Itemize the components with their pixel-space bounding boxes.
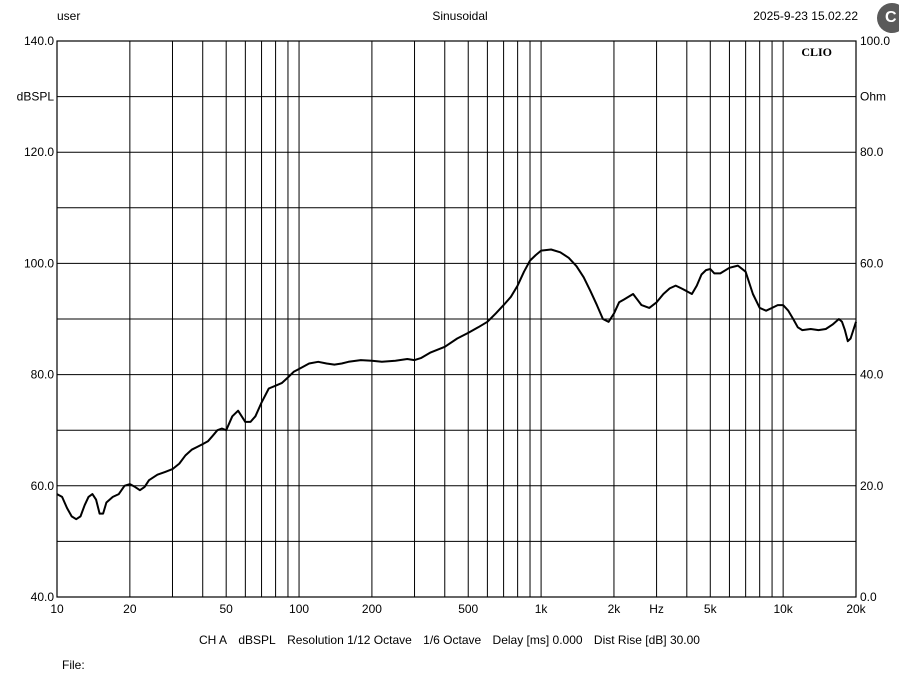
smoothing-label: 1/6 Octave [423,633,482,647]
settings-circle-icon[interactable]: C [877,3,899,33]
dist-rise-label: Dist Rise [dB] 30.00 [593,633,700,647]
resolution-label: Resolution 1/12 Octave [287,633,412,647]
y-tick-label-right: 100.0 [860,34,890,48]
y-tick-label-left: 60.0 [31,479,55,493]
y-tick-label-right: 20.0 [860,479,884,493]
y-tick-label-left: 120.0 [24,145,54,159]
x-tick-label: 100 [289,602,309,616]
file-label: File: [62,658,85,672]
chart-grid [57,41,856,597]
series-line-spl [56,248,857,521]
y-axis-label-left: dBSPL [17,90,55,104]
x-axis-label: Hz [649,602,664,616]
y-tick-label-left: 100.0 [24,256,54,270]
y-tick-label-right: 60.0 [860,256,884,270]
header-mode: Sinusoidal [432,9,488,23]
x-tick-label: 10k [773,602,793,616]
y-tick-label-right: 0.0 [860,590,877,604]
y-tick-label-right: 80.0 [860,145,884,159]
x-tick-label: 20k [846,602,866,616]
plot-frame [56,40,857,598]
y-tick-label-left: 140.0 [24,34,54,48]
x-tick-label: 500 [458,602,478,616]
delay-label: Delay [ms] 0.000 [492,633,583,647]
x-tick-label: 2k [608,602,622,616]
x-tick-label: 10 [50,602,64,616]
x-tick-label: 20 [123,602,137,616]
measurement-settings: CH A dBSPL Resolution 1/12 Octave 1/6 Oc… [0,633,899,647]
header-user: user [57,9,81,23]
header-datetime: 2025-9-23 15.02.22 [753,9,858,23]
unit-label: dBSPL [238,633,276,647]
y-tick-label-left: 80.0 [31,368,55,382]
x-tick-label: 50 [220,602,234,616]
y-tick-label-left: 40.0 [31,590,55,604]
y-axis-label-right: Ohm [860,90,886,104]
channel-label: CH A [199,633,228,647]
x-tick-label: 5k [704,602,718,616]
brand-label: CLIO [801,45,832,59]
y-tick-label-right: 40.0 [860,368,884,382]
tick-labels: 10 20 50 100 200 500 1k 2k 5k 10k 20k 140.0 120.0 100… [24,34,890,616]
x-tick-label: 200 [362,602,382,616]
x-tick-label: 1k [535,602,549,616]
